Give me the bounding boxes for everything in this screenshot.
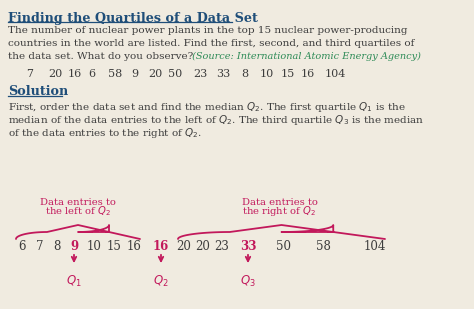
Text: 20: 20 [48, 69, 62, 79]
Text: 16: 16 [68, 69, 82, 79]
Text: 16: 16 [153, 239, 169, 252]
Text: 10: 10 [87, 239, 101, 252]
Text: 16: 16 [127, 239, 141, 252]
Text: 9: 9 [131, 69, 138, 79]
Text: 58: 58 [108, 69, 122, 79]
Text: 104: 104 [324, 69, 346, 79]
Text: Finding the Quartiles of a Data Set: Finding the Quartiles of a Data Set [8, 12, 258, 25]
Text: 20: 20 [176, 239, 191, 252]
Text: 8: 8 [241, 69, 248, 79]
Text: $Q_2$: $Q_2$ [153, 274, 169, 289]
Text: First, order the data set and find the median $Q_2$. The first quartile $Q_1$ is: First, order the data set and find the m… [8, 100, 406, 114]
Text: 20: 20 [148, 69, 162, 79]
Text: Data entries to: Data entries to [242, 198, 318, 207]
Text: 23: 23 [193, 69, 207, 79]
Text: The number of nuclear power plants in the top 15 nuclear power-producing: The number of nuclear power plants in th… [8, 26, 408, 35]
Text: median of the data entries to the left of $Q_2$. The third quartile $Q_3$ is the: median of the data entries to the left o… [8, 113, 424, 127]
Text: 33: 33 [216, 69, 230, 79]
Text: (Source: International Atomic Energy Agency): (Source: International Atomic Energy Age… [189, 52, 421, 61]
Text: $Q_1$: $Q_1$ [66, 274, 82, 289]
Text: 16: 16 [301, 69, 315, 79]
Text: Data entries to: Data entries to [40, 198, 116, 207]
Text: the data set. What do you observe?: the data set. What do you observe? [8, 52, 193, 61]
Text: 50: 50 [168, 69, 182, 79]
Text: $Q_3$: $Q_3$ [240, 274, 256, 289]
Text: of the data entries to the right of $Q_2$.: of the data entries to the right of $Q_2… [8, 126, 202, 140]
Text: Solution: Solution [8, 85, 68, 98]
Text: 33: 33 [240, 239, 256, 252]
Text: 6: 6 [18, 239, 26, 252]
Text: 15: 15 [281, 69, 295, 79]
Text: the right of $Q_2$: the right of $Q_2$ [243, 204, 317, 218]
Text: 50: 50 [276, 239, 292, 252]
Text: 6: 6 [89, 69, 96, 79]
Text: 23: 23 [215, 239, 229, 252]
Text: 104: 104 [364, 239, 386, 252]
Text: 8: 8 [53, 239, 61, 252]
Text: 58: 58 [316, 239, 330, 252]
Text: countries in the world are listed. Find the first, second, and third quartiles o: countries in the world are listed. Find … [8, 39, 414, 48]
Text: 9: 9 [70, 239, 78, 252]
Text: 7: 7 [36, 239, 44, 252]
Text: 7: 7 [27, 69, 34, 79]
Text: 20: 20 [196, 239, 210, 252]
Text: 15: 15 [107, 239, 121, 252]
Text: the left of $Q_2$: the left of $Q_2$ [45, 204, 111, 218]
Text: 10: 10 [260, 69, 274, 79]
